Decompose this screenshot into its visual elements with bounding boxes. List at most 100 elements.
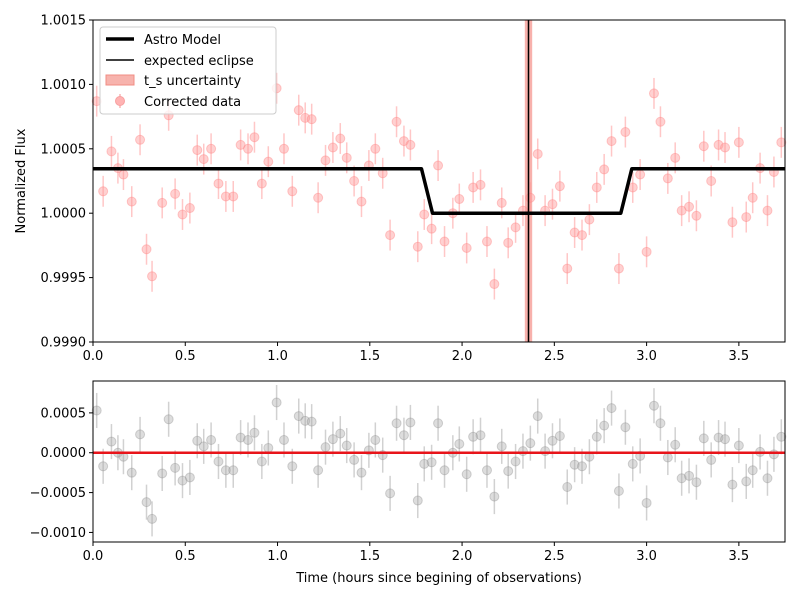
residual-point bbox=[356, 467, 367, 478]
flux-point bbox=[198, 154, 209, 165]
residual-point bbox=[398, 430, 409, 441]
residual-point bbox=[300, 415, 311, 426]
flux-point bbox=[426, 223, 437, 234]
flux-point bbox=[741, 212, 752, 223]
flux-point bbox=[562, 263, 573, 274]
residual-point bbox=[91, 405, 102, 416]
residual-point bbox=[720, 434, 731, 445]
residual-point bbox=[741, 476, 752, 487]
residual-point bbox=[243, 434, 254, 445]
legend-eclipse-label: expected eclipse bbox=[144, 54, 254, 69]
flux-point bbox=[243, 143, 254, 154]
flux-point bbox=[184, 203, 195, 214]
x-tick-label: 0.0 bbox=[83, 549, 104, 564]
flux-point bbox=[698, 141, 709, 152]
flux-point bbox=[170, 188, 181, 199]
flux-point bbox=[106, 146, 117, 157]
flux-point bbox=[213, 178, 224, 189]
flux-point bbox=[599, 164, 610, 175]
flux-point bbox=[439, 236, 450, 247]
flux-point bbox=[263, 156, 274, 167]
residual-point bbox=[762, 473, 773, 484]
flux-point bbox=[706, 176, 717, 186]
flux-point bbox=[676, 205, 687, 216]
flux-point bbox=[727, 217, 738, 228]
residual-point bbox=[525, 438, 536, 449]
residual-point bbox=[454, 438, 465, 449]
residual-point bbox=[341, 440, 352, 451]
flux-point bbox=[256, 178, 267, 189]
residual-point bbox=[698, 433, 709, 444]
x-axis-label: Time (hours since begining of observatio… bbox=[295, 571, 582, 586]
residual-point bbox=[713, 432, 724, 443]
flux-point bbox=[720, 142, 731, 153]
flux-point bbox=[662, 173, 673, 184]
legend-uncertainty-label: t_s uncertainty bbox=[144, 74, 241, 89]
flux-point bbox=[177, 209, 188, 220]
legend: Astro Model expected eclipse t_s uncerta… bbox=[99, 26, 277, 115]
flux-point bbox=[220, 191, 231, 202]
residual-point bbox=[747, 465, 758, 476]
flux-point bbox=[293, 105, 304, 116]
flux-point bbox=[135, 134, 146, 145]
residual-point bbox=[554, 430, 565, 441]
y-tick-label: 0.0005 bbox=[41, 406, 87, 421]
x-tick-label: 1.5 bbox=[359, 349, 380, 364]
flux-point bbox=[206, 143, 217, 154]
residual-point bbox=[335, 428, 346, 439]
residual-point bbox=[235, 432, 246, 443]
flux-point bbox=[356, 196, 367, 207]
flux-point bbox=[620, 127, 631, 138]
residual-point bbox=[733, 440, 744, 451]
residual-point bbox=[591, 431, 602, 442]
residual-point bbox=[655, 418, 666, 429]
x-tick-label: 0.5 bbox=[175, 549, 196, 564]
residual-point bbox=[163, 414, 174, 425]
residual-point bbox=[776, 431, 787, 442]
flux-point bbox=[606, 136, 617, 147]
x-tick-label: 1.5 bbox=[359, 549, 380, 564]
flux-point bbox=[141, 244, 152, 255]
x-tick-label: 3.5 bbox=[729, 349, 750, 364]
flux-point bbox=[584, 214, 595, 225]
residual-plot-area bbox=[93, 381, 785, 542]
residual-point bbox=[662, 452, 673, 463]
residual-point bbox=[475, 430, 486, 441]
flux-point bbox=[412, 241, 423, 252]
residual-point bbox=[141, 497, 152, 508]
residual-point bbox=[706, 454, 717, 465]
flux-point bbox=[762, 205, 773, 216]
residual-point bbox=[503, 466, 514, 477]
flux-point bbox=[461, 242, 472, 253]
x-tick-label: 3.0 bbox=[636, 349, 657, 364]
residual-point bbox=[198, 441, 209, 452]
y-tick-label: 0.0000 bbox=[41, 446, 87, 461]
residual-point bbox=[192, 435, 203, 446]
legend-box bbox=[99, 26, 277, 115]
residual-point bbox=[306, 416, 317, 427]
residual-point bbox=[691, 477, 702, 488]
residual-point bbox=[684, 470, 695, 481]
flux-point bbox=[398, 136, 409, 147]
flux-point bbox=[370, 143, 381, 154]
residual-point bbox=[496, 441, 507, 452]
residual-point bbox=[170, 462, 181, 473]
flux-point bbox=[433, 160, 444, 171]
flux-point bbox=[613, 263, 624, 274]
legend-data-label: Corrected data bbox=[144, 95, 241, 110]
flux-point bbox=[192, 145, 203, 156]
flux-point bbox=[327, 142, 338, 153]
residual-point bbox=[768, 449, 779, 460]
flux-point bbox=[489, 279, 500, 290]
flux-point bbox=[591, 182, 602, 193]
flux-point bbox=[235, 139, 246, 150]
flux-point bbox=[577, 230, 588, 241]
residual-point bbox=[98, 461, 109, 472]
x-tick-label: 3.0 bbox=[636, 549, 657, 564]
y-tick-label: 1.0005 bbox=[41, 142, 87, 157]
flux-point bbox=[157, 197, 168, 208]
residual-point bbox=[532, 411, 543, 422]
flux-point bbox=[147, 271, 158, 282]
flux-point bbox=[733, 137, 744, 148]
